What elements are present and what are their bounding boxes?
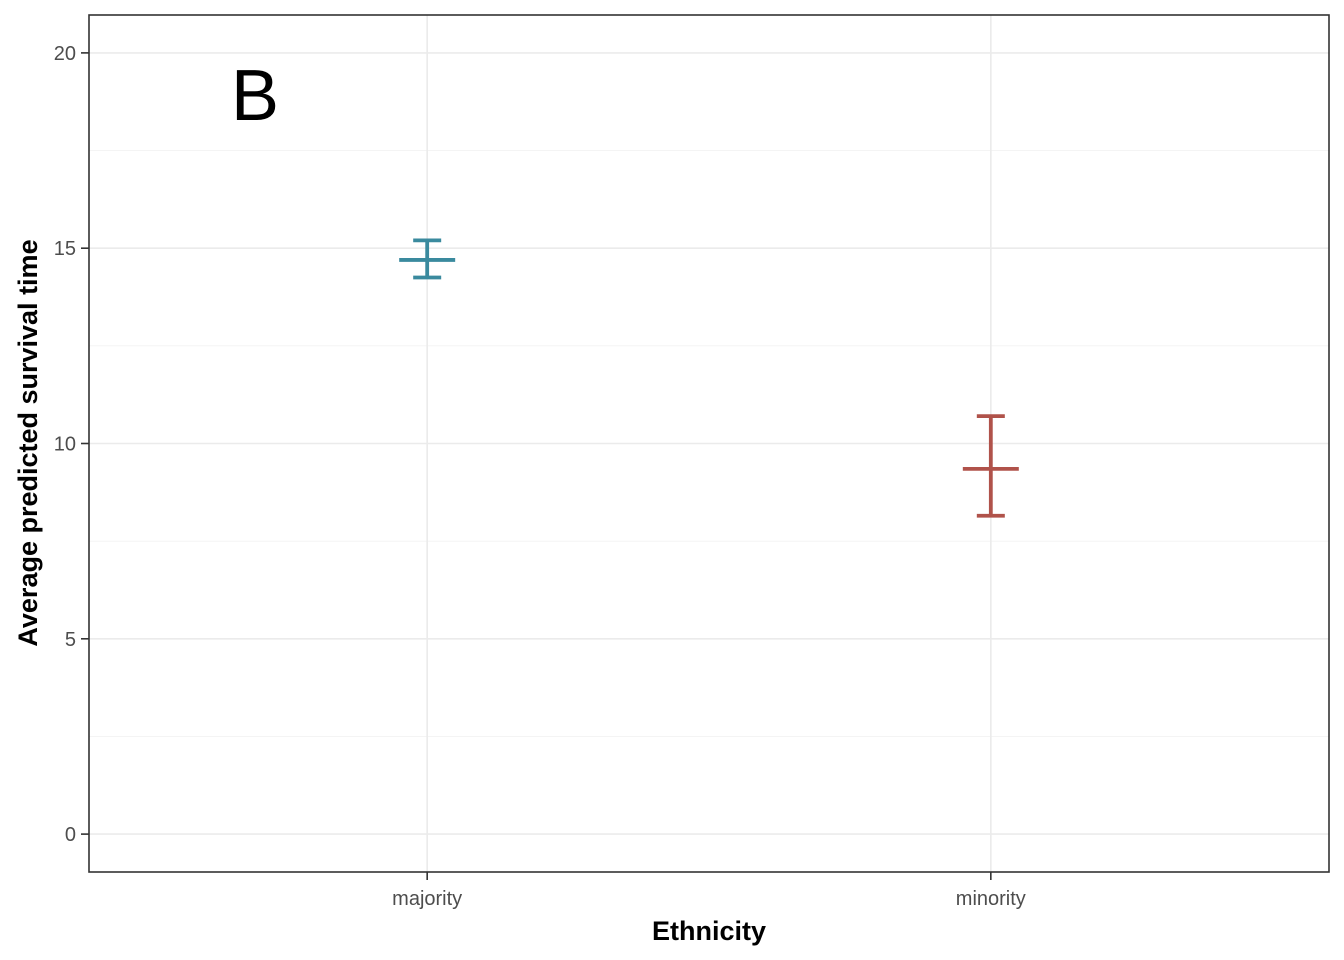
y-tick-label: 20 — [54, 43, 76, 65]
error-bars — [399, 238, 1019, 518]
y-tick-label: 15 — [54, 238, 76, 260]
y-tick-label: 0 — [65, 824, 76, 846]
y-axis-title: Average predicted survival time — [13, 239, 43, 646]
panel-label: B — [231, 56, 279, 136]
axes: 0 5 10 15 20 majority minority — [54, 43, 1026, 910]
x-tick-label: minority — [956, 888, 1026, 910]
error-bar-minority — [962, 414, 1019, 518]
error-bar-majority — [399, 238, 456, 280]
y-tick-label: 10 — [54, 434, 76, 456]
x-axis-title: Ethnicity — [652, 916, 766, 946]
x-tick-label: majority — [392, 888, 462, 910]
y-tick-label: 5 — [65, 629, 76, 651]
